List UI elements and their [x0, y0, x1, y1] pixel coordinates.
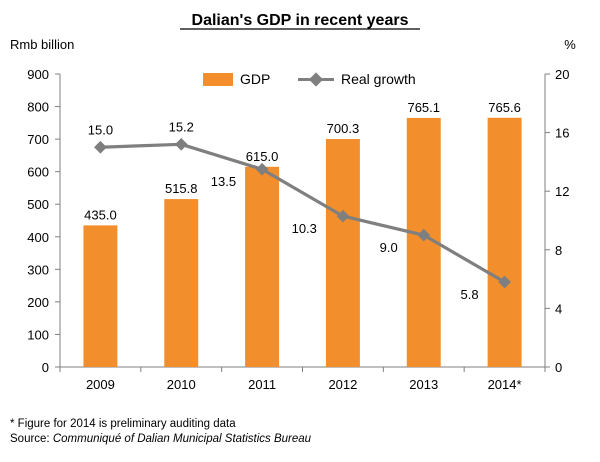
x-axis-tick-label: 2011 [248, 377, 276, 392]
source-name: Communiqué of Dalian Municipal Statistic… [52, 433, 312, 445]
chart: Dalian's GDP in recent years Rmb billion… [10, 12, 576, 392]
right-axis-tick-label: 8 [555, 243, 562, 258]
right-axis-tick-label: 0 [555, 360, 562, 375]
gdp-bar-label: 515.8 [165, 181, 198, 196]
gdp-bar [83, 225, 118, 367]
x-axis-tick-label: 2010 [167, 377, 196, 392]
left-axis-title: Rmb billion [10, 37, 74, 52]
left-axis-tick-label: 900 [27, 67, 49, 82]
left-axis: 0 100 200 300 400 500 600 700 800 900 [27, 67, 61, 375]
gdp-bars [83, 117, 522, 367]
growth-label: 10.3 [292, 221, 317, 236]
left-axis-tick-label: 700 [27, 132, 49, 147]
left-axis-tick-label: 200 [27, 295, 49, 310]
gdp-bar [245, 166, 280, 367]
gdp-bar-label: 435.0 [84, 207, 117, 222]
legend-gdp-label: GDP [240, 71, 270, 87]
x-axis-tick-label: 2014* [488, 377, 522, 392]
growth-line [94, 137, 511, 289]
right-axis-tick-label: 12 [555, 184, 569, 199]
growth-point [336, 209, 350, 223]
left-axis-tick-label: 800 [27, 100, 49, 115]
legend-growth-label: Real growth [341, 71, 416, 87]
growth-point [255, 162, 269, 176]
right-axis-title: % [564, 37, 576, 52]
left-axis-tick-label: 400 [27, 230, 49, 245]
growth-label: 9.0 [380, 240, 398, 255]
right-axis-tick-label: 16 [555, 126, 569, 141]
legend-gdp-swatch [203, 73, 233, 86]
x-axis-tick-label: 2009 [86, 377, 115, 392]
growth-line-path [100, 142, 506, 284]
growth-label: 15.0 [88, 122, 113, 137]
right-axis: 0 4 8 12 16 20 [544, 67, 569, 375]
gdp-bar [164, 199, 199, 367]
left-axis-tick-label: 500 [27, 197, 49, 212]
legend-growth-marker [308, 72, 324, 87]
growth-point [94, 140, 107, 154]
growth-point [417, 228, 431, 242]
right-axis-tick-label: 20 [555, 67, 569, 82]
gdp-bar-label: 765.6 [488, 100, 521, 115]
growth-point [174, 137, 188, 151]
gdp-bar [487, 117, 522, 367]
gdp-bar-label: 700.3 [327, 121, 360, 136]
x-axis-tick-label: 2012 [328, 377, 357, 392]
growth-label: 15.2 [169, 119, 194, 134]
x-axis-tick-label: 2013 [409, 377, 438, 392]
gdp-bar-label: 615.0 [246, 149, 279, 164]
gdp-bar-label: 765.1 [407, 100, 440, 115]
left-axis-tick-label: 0 [42, 360, 49, 375]
left-axis-tick-label: 600 [27, 165, 49, 180]
source-prefix: Source: [10, 433, 53, 445]
growth-label: 13.5 [211, 174, 236, 189]
legend: GDP Real growth [203, 71, 416, 87]
x-axis: 2009 2010 2011 2012 2013 2014* [59, 366, 546, 392]
left-axis-tick-label: 100 [27, 327, 49, 342]
right-axis-tick-label: 4 [555, 301, 562, 316]
gdp-bar [325, 139, 360, 367]
left-axis-tick-label: 300 [27, 262, 49, 277]
footnote-note: * Figure for 2014 is preliminary auditin… [10, 418, 236, 430]
chart-title: Dalian's GDP in recent years [192, 12, 409, 29]
growth-point [498, 275, 511, 289]
gdp-bar-labels: 435.0 515.8 615.0 700.3 765.1 765.6 [84, 100, 521, 223]
footnote-source: Source: Communiqué of Dalian Municipal S… [10, 432, 311, 446]
growth-labels: 15.0 15.2 13.5 10.3 9.0 5.8 [88, 119, 479, 302]
growth-label: 5.8 [461, 287, 479, 302]
